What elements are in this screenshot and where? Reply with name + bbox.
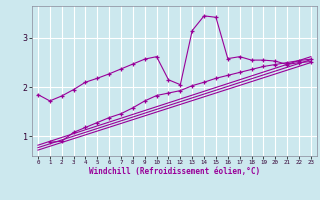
X-axis label: Windchill (Refroidissement éolien,°C): Windchill (Refroidissement éolien,°C) [89, 167, 260, 176]
